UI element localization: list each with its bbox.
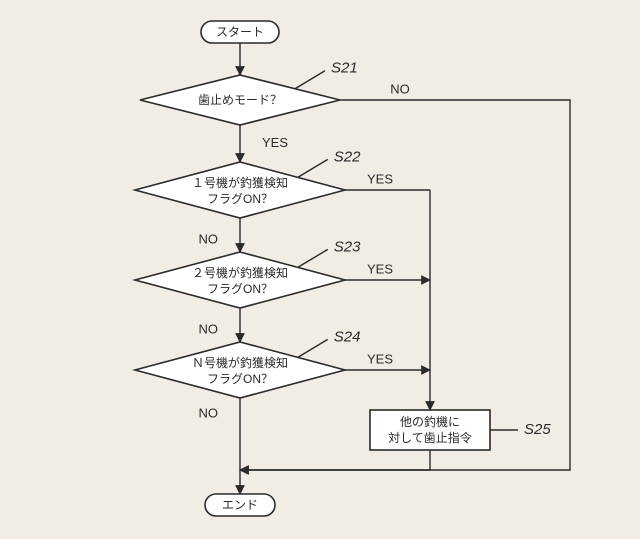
svg-text:S21: S21 bbox=[331, 60, 358, 77]
svg-text:２号機が釣獲検知: ２号機が釣獲検知 bbox=[192, 265, 288, 280]
svg-text:対して歯止指令: 対して歯止指令 bbox=[388, 430, 472, 445]
svg-text:YES: YES bbox=[367, 261, 393, 276]
svg-text:フラグON？: フラグON？ bbox=[207, 372, 273, 386]
flowchart: YES NO NO NO NO YES YES YES スタート歯止めモード？ S21 １号機が釣獲… bbox=[0, 0, 640, 539]
svg-text:S22: S22 bbox=[334, 148, 361, 165]
svg-text:S24: S24 bbox=[334, 328, 361, 345]
svg-text:S25: S25 bbox=[524, 421, 551, 438]
svg-text:１号機が釣獲検知: １号機が釣獲検知 bbox=[192, 175, 288, 190]
svg-text:NO: NO bbox=[199, 405, 219, 420]
svg-text:NO: NO bbox=[390, 81, 410, 96]
svg-text:YES: YES bbox=[262, 135, 288, 150]
svg-text:YES: YES bbox=[367, 171, 393, 186]
svg-text:Ｎ号機が釣獲検知: Ｎ号機が釣獲検知 bbox=[192, 355, 288, 370]
svg-text:エンド: エンド bbox=[222, 498, 258, 512]
svg-text:スタート: スタート bbox=[216, 25, 264, 39]
svg-text:NO: NO bbox=[199, 231, 219, 246]
svg-text:S23: S23 bbox=[334, 238, 361, 255]
svg-text:歯止めモード？: 歯止めモード？ bbox=[198, 93, 282, 107]
svg-text:フラグON？: フラグON？ bbox=[207, 282, 273, 296]
svg-text:YES: YES bbox=[367, 351, 393, 366]
svg-text:フラグON？: フラグON？ bbox=[207, 192, 273, 206]
svg-text:NO: NO bbox=[199, 321, 219, 336]
svg-text:他の釣機に: 他の釣機に bbox=[400, 414, 460, 429]
